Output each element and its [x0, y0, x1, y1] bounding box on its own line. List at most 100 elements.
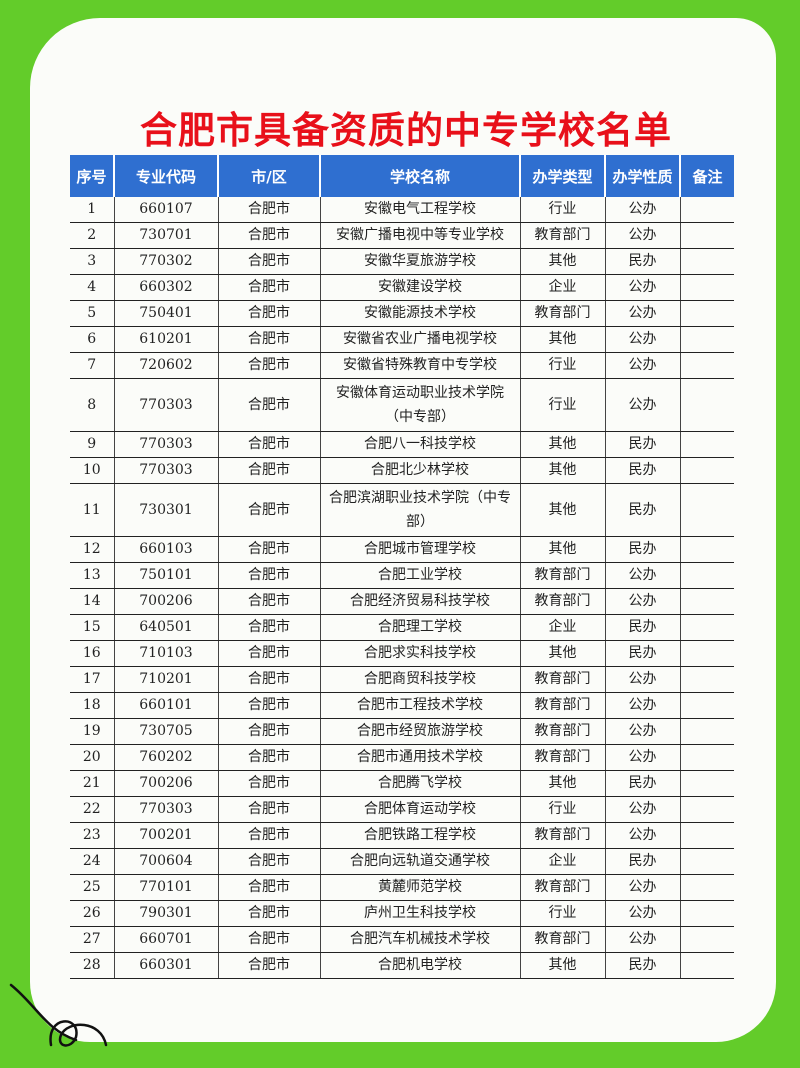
cell-school-name: 安徽建设学校 [320, 274, 521, 301]
cell-school-nature: 公办 [605, 274, 681, 301]
cell-remarks [680, 431, 734, 458]
cell-school-nature: 公办 [605, 222, 681, 249]
header-index: 序号 [70, 155, 115, 197]
cell-city: 合肥市 [218, 926, 321, 953]
cell-index: 14 [70, 588, 115, 615]
cell-major-code: 730705 [114, 718, 219, 745]
cell-school-type: 行业 [520, 378, 606, 432]
cell-school-name: 安徽省特殊教育中专学校 [320, 352, 521, 379]
cell-school-type: 教育部门 [520, 874, 606, 901]
cell-school-name: 合肥理工学校 [320, 614, 521, 641]
cell-major-code: 710201 [114, 666, 219, 693]
cell-city: 合肥市 [218, 431, 321, 458]
table-row: 19 730705 合肥市 合肥市经贸旅游学校 教育部门 公办 [70, 718, 734, 745]
cell-remarks [680, 874, 734, 901]
cell-school-nature: 公办 [605, 874, 681, 901]
cell-remarks [680, 952, 734, 979]
cell-school-type: 其他 [520, 770, 606, 797]
cell-school-nature: 公办 [605, 822, 681, 849]
cell-index: 4 [70, 274, 115, 301]
header-remarks: 备注 [680, 155, 734, 197]
cell-school-type: 其他 [520, 640, 606, 667]
table-row: 17 710201 合肥市 合肥商贸科技学校 教育部门 公办 [70, 666, 734, 693]
table-row: 25 770101 合肥市 黄麓师范学校 教育部门 公办 [70, 874, 734, 901]
cell-school-nature: 公办 [605, 197, 681, 223]
cell-school-name: 合肥城市管理学校 [320, 536, 521, 563]
cell-school-nature: 民办 [605, 431, 681, 458]
cell-school-type: 教育部门 [520, 718, 606, 745]
cell-school-name: 合肥市通用技术学校 [320, 744, 521, 771]
table-row: 9 770303 合肥市 合肥八一科技学校 其他 民办 [70, 431, 734, 458]
table-row: 14 700206 合肥市 合肥经济贸易科技学校 教育部门 公办 [70, 588, 734, 615]
table-row: 27 660701 合肥市 合肥汽车机械技术学校 教育部门 公办 [70, 926, 734, 953]
cell-school-name: 合肥机电学校 [320, 952, 521, 979]
cell-school-nature: 公办 [605, 378, 681, 432]
cell-remarks [680, 796, 734, 823]
cell-index: 1 [70, 197, 115, 223]
cell-school-name: 庐州卫生科技学校 [320, 900, 521, 927]
cell-school-nature: 公办 [605, 718, 681, 745]
cell-school-type: 行业 [520, 900, 606, 927]
cell-index: 3 [70, 248, 115, 275]
table-row: 7 720602 合肥市 安徽省特殊教育中专学校 行业 公办 [70, 352, 734, 379]
cell-index: 25 [70, 874, 115, 901]
cell-major-code: 770303 [114, 796, 219, 823]
table-row: 23 700201 合肥市 合肥铁路工程学校 教育部门 公办 [70, 822, 734, 849]
cell-city: 合肥市 [218, 300, 321, 327]
cell-city: 合肥市 [218, 483, 321, 537]
cell-school-nature: 公办 [605, 562, 681, 589]
cell-remarks [680, 744, 734, 771]
cell-index: 13 [70, 562, 115, 589]
cell-school-name: 合肥体育运动学校 [320, 796, 521, 823]
cell-major-code: 660701 [114, 926, 219, 953]
cell-city: 合肥市 [218, 536, 321, 563]
cell-index: 20 [70, 744, 115, 771]
cell-city: 合肥市 [218, 744, 321, 771]
cell-index: 7 [70, 352, 115, 379]
cell-remarks [680, 536, 734, 563]
cell-city: 合肥市 [218, 952, 321, 979]
cell-school-nature: 公办 [605, 796, 681, 823]
cell-remarks [680, 222, 734, 249]
cell-remarks [680, 562, 734, 589]
cell-city: 合肥市 [218, 562, 321, 589]
table-row: 16 710103 合肥市 合肥求实科技学校 其他 民办 [70, 640, 734, 667]
cell-major-code: 610201 [114, 326, 219, 353]
cell-city: 合肥市 [218, 718, 321, 745]
cell-school-name: 安徽广播电视中等专业学校 [320, 222, 521, 249]
table-row: 6 610201 合肥市 安徽省农业广播电视学校 其他 公办 [70, 326, 734, 353]
cell-index: 24 [70, 848, 115, 875]
cell-school-type: 教育部门 [520, 692, 606, 719]
cell-city: 合肥市 [218, 640, 321, 667]
cell-school-type: 其他 [520, 483, 606, 537]
cell-school-nature: 民办 [605, 536, 681, 563]
cell-school-nature: 公办 [605, 588, 681, 615]
table-row: 26 790301 合肥市 庐州卫生科技学校 行业 公办 [70, 900, 734, 927]
cell-major-code: 750401 [114, 300, 219, 327]
cell-school-type: 教育部门 [520, 562, 606, 589]
cell-city: 合肥市 [218, 666, 321, 693]
cell-remarks [680, 300, 734, 327]
cell-school-name: 合肥市经贸旅游学校 [320, 718, 521, 745]
cell-school-name: 合肥求实科技学校 [320, 640, 521, 667]
cell-school-type: 其他 [520, 248, 606, 275]
cell-index: 12 [70, 536, 115, 563]
cell-major-code: 660302 [114, 274, 219, 301]
school-list-table: 序号 专业代码 市/区 学校名称 办学类型 办学性质 备注 1 660107 合肥市… [70, 155, 734, 979]
cell-school-type: 行业 [520, 197, 606, 223]
cell-school-name: 合肥北少林学校 [320, 457, 521, 484]
cell-city: 合肥市 [218, 274, 321, 301]
header-school-name: 学校名称 [320, 155, 521, 197]
table-row: 21 700206 合肥市 合肥腾飞学校 其他 民办 [70, 770, 734, 797]
cell-school-name: 合肥市工程技术学校 [320, 692, 521, 719]
cell-school-name: 安徽体育运动职业技术学院（中专部） [320, 378, 521, 432]
scribble-decoration [9, 983, 108, 1047]
table-row: 18 660101 合肥市 合肥市工程技术学校 教育部门 公办 [70, 692, 734, 719]
cell-remarks [680, 666, 734, 693]
cell-city: 合肥市 [218, 822, 321, 849]
table-row: 4 660302 合肥市 安徽建设学校 企业 公办 [70, 274, 734, 301]
cell-city: 合肥市 [218, 248, 321, 275]
cell-major-code: 660101 [114, 692, 219, 719]
cell-school-nature: 民办 [605, 457, 681, 484]
cell-major-code: 720602 [114, 352, 219, 379]
